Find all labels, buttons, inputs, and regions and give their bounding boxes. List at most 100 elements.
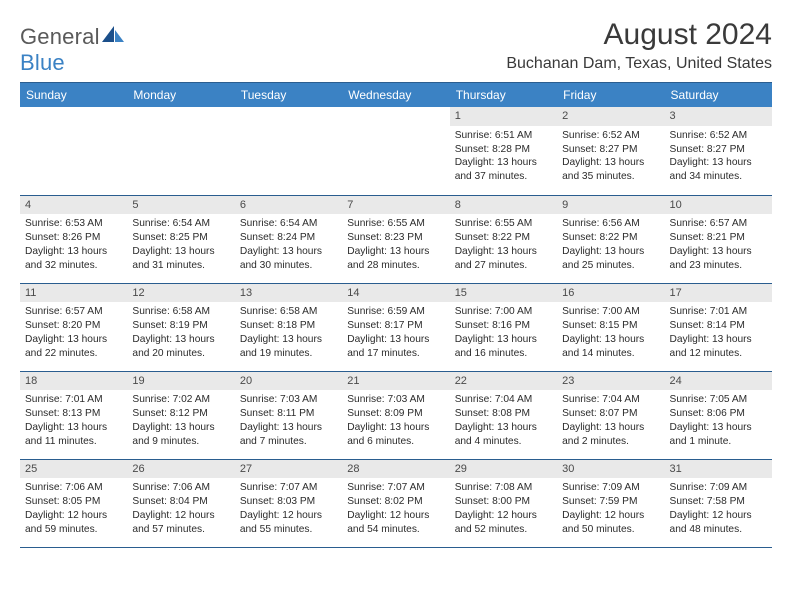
day-number: 7 [342, 196, 449, 215]
sunrise-line: Sunrise: 7:03 AM [347, 393, 444, 407]
sunrise-line: Sunrise: 7:06 AM [25, 481, 122, 495]
day-number: 20 [235, 372, 342, 391]
calendar-cell: 7Sunrise: 6:55 AMSunset: 8:23 PMDaylight… [342, 195, 449, 283]
daylight-line: Daylight: 13 hours and 31 minutes. [132, 245, 229, 273]
day-number: 9 [557, 196, 664, 215]
sunset-line: Sunset: 8:14 PM [670, 319, 767, 333]
day-header: Sunday [20, 83, 127, 108]
daylight-line: Daylight: 13 hours and 6 minutes. [347, 421, 444, 449]
daylight-line: Daylight: 12 hours and 55 minutes. [240, 509, 337, 537]
day-number: 6 [235, 196, 342, 215]
sunrise-line: Sunrise: 7:09 AM [562, 481, 659, 495]
sunrise-line: Sunrise: 6:58 AM [132, 305, 229, 319]
sunset-line: Sunset: 8:23 PM [347, 231, 444, 245]
day-number: 12 [127, 284, 234, 303]
daylight-line: Daylight: 13 hours and 28 minutes. [347, 245, 444, 273]
calendar-cell: 3Sunrise: 6:52 AMSunset: 8:27 PMDaylight… [665, 107, 772, 195]
day-header: Thursday [450, 83, 557, 108]
calendar-cell: 6Sunrise: 6:54 AMSunset: 8:24 PMDaylight… [235, 195, 342, 283]
day-header: Saturday [665, 83, 772, 108]
sunset-line: Sunset: 8:15 PM [562, 319, 659, 333]
daylight-line: Daylight: 13 hours and 27 minutes. [455, 245, 552, 273]
calendar-cell: 23Sunrise: 7:04 AMSunset: 8:07 PMDayligh… [557, 371, 664, 459]
calendar-row: 11Sunrise: 6:57 AMSunset: 8:20 PMDayligh… [20, 283, 772, 371]
daylight-line: Daylight: 13 hours and 7 minutes. [240, 421, 337, 449]
sunset-line: Sunset: 8:24 PM [240, 231, 337, 245]
sunset-line: Sunset: 8:19 PM [132, 319, 229, 333]
calendar-cell: 21Sunrise: 7:03 AMSunset: 8:09 PMDayligh… [342, 371, 449, 459]
daylight-line: Daylight: 13 hours and 20 minutes. [132, 333, 229, 361]
sunset-line: Sunset: 8:11 PM [240, 407, 337, 421]
daylight-line: Daylight: 13 hours and 34 minutes. [670, 156, 767, 184]
calendar-cell: 16Sunrise: 7:00 AMSunset: 8:15 PMDayligh… [557, 283, 664, 371]
sunset-line: Sunset: 8:17 PM [347, 319, 444, 333]
calendar-cell: 12 Sunrise: 6:58 AMSunset: 8:19 PMDayligh… [127, 283, 234, 371]
day-number: 19 [127, 372, 234, 391]
calendar-cell: 19 Sunrise: 7:02 AMSunset: 8:12 PMDayligh… [127, 371, 234, 459]
calendar-row: 4Sunrise: 6:53 AMSunset: 8:26 PMDaylight… [20, 195, 772, 283]
calendar-cell: 25Sunrise: 7:06 AMSunset: 8:05 PMDayligh… [20, 459, 127, 547]
calendar-cell: 18Sunrise: 7:01 AMSunset: 8:13 PMDayligh… [20, 371, 127, 459]
sunset-line: Sunset: 8:04 PM [132, 495, 229, 509]
sunrise-line: Sunrise: 6:58 AM [240, 305, 337, 319]
day-number: 16 [557, 284, 664, 303]
sunset-line: Sunset: 8:18 PM [240, 319, 337, 333]
logo-text: General Blue [20, 24, 124, 76]
sunrise-line: Sunrise: 6:52 AM [670, 129, 767, 143]
calendar-cell: 20 Sunrise: 7:03 AMSunset: 8:11 PMDayligh… [235, 371, 342, 459]
sunrise-line: Sunrise: 7:09 AM [670, 481, 767, 495]
calendar-cell: 4Sunrise: 6:53 AMSunset: 8:26 PMDaylight… [20, 195, 127, 283]
daylight-line: Daylight: 13 hours and 9 minutes. [132, 421, 229, 449]
sunset-line: Sunset: 8:07 PM [562, 407, 659, 421]
sunrise-line: Sunrise: 6:57 AM [670, 217, 767, 231]
day-number: 28 [342, 460, 449, 479]
calendar-cell: 8Sunrise: 6:55 AMSunset: 8:22 PMDaylight… [450, 195, 557, 283]
sunset-line: Sunset: 8:22 PM [562, 231, 659, 245]
calendar-cell: 15Sunrise: 7:00 AMSunset: 8:16 PMDayligh… [450, 283, 557, 371]
daylight-line: Daylight: 13 hours and 16 minutes. [455, 333, 552, 361]
day-header: Friday [557, 83, 664, 108]
sunset-line: Sunset: 8:27 PM [562, 143, 659, 157]
logo-sail-icon [102, 24, 124, 50]
calendar-cell: 13 Sunrise: 6:58 AMSunset: 8:18 PMDayligh… [235, 283, 342, 371]
sunrise-line: Sunrise: 6:53 AM [25, 217, 122, 231]
day-number: 11 [20, 284, 127, 303]
day-number: 3 [665, 107, 772, 126]
calendar-body: 1Sunrise: 6:51 AMSunset: 8:28 PMDaylight… [20, 107, 772, 547]
day-number: 5 [127, 196, 234, 215]
calendar-cell: 14Sunrise: 6:59 AMSunset: 8:17 PMDayligh… [342, 283, 449, 371]
calendar-cell: 9Sunrise: 6:56 AMSunset: 8:22 PMDaylight… [557, 195, 664, 283]
day-number: 30 [557, 460, 664, 479]
calendar-cell: 10Sunrise: 6:57 AMSunset: 8:21 PMDayligh… [665, 195, 772, 283]
sunset-line: Sunset: 8:02 PM [347, 495, 444, 509]
daylight-line: Daylight: 13 hours and 12 minutes. [670, 333, 767, 361]
calendar-cell: 22Sunrise: 7:04 AMSunset: 8:08 PMDayligh… [450, 371, 557, 459]
calendar-cell: 5Sunrise: 6:54 AMSunset: 8:25 PMDaylight… [127, 195, 234, 283]
sunset-line: Sunset: 8:26 PM [25, 231, 122, 245]
sunrise-line: Sunrise: 7:04 AM [455, 393, 552, 407]
day-number: 13 [235, 284, 342, 303]
daylight-line: Daylight: 13 hours and 23 minutes. [670, 245, 767, 273]
day-number: 18 [20, 372, 127, 391]
calendar-table: SundayMondayTuesdayWednesdayThursdayFrid… [20, 82, 772, 548]
sunrise-line: Sunrise: 7:02 AM [132, 393, 229, 407]
day-header: Wednesday [342, 83, 449, 108]
daylight-line: Daylight: 13 hours and 32 minutes. [25, 245, 122, 273]
day-number: 2 [557, 107, 664, 126]
day-number: 27 [235, 460, 342, 479]
daylight-line: Daylight: 13 hours and 11 minutes. [25, 421, 122, 449]
sunrise-line: Sunrise: 7:00 AM [455, 305, 552, 319]
logo-word-1: General [20, 24, 100, 49]
day-number: 31 [665, 460, 772, 479]
sunset-line: Sunset: 8:12 PM [132, 407, 229, 421]
title-block: August 2024 Buchanan Dam, Texas, United … [506, 18, 772, 73]
sunrise-line: Sunrise: 7:07 AM [347, 481, 444, 495]
logo-word-2: Blue [20, 50, 65, 75]
daylight-line: Daylight: 13 hours and 4 minutes. [455, 421, 552, 449]
calendar-cell: 27Sunrise: 7:07 AMSunset: 8:03 PMDayligh… [235, 459, 342, 547]
calendar-row: 1Sunrise: 6:51 AMSunset: 8:28 PMDaylight… [20, 107, 772, 195]
day-number: 14 [342, 284, 449, 303]
sunrise-line: Sunrise: 6:56 AM [562, 217, 659, 231]
daylight-line: Daylight: 13 hours and 19 minutes. [240, 333, 337, 361]
sunrise-line: Sunrise: 7:03 AM [240, 393, 337, 407]
